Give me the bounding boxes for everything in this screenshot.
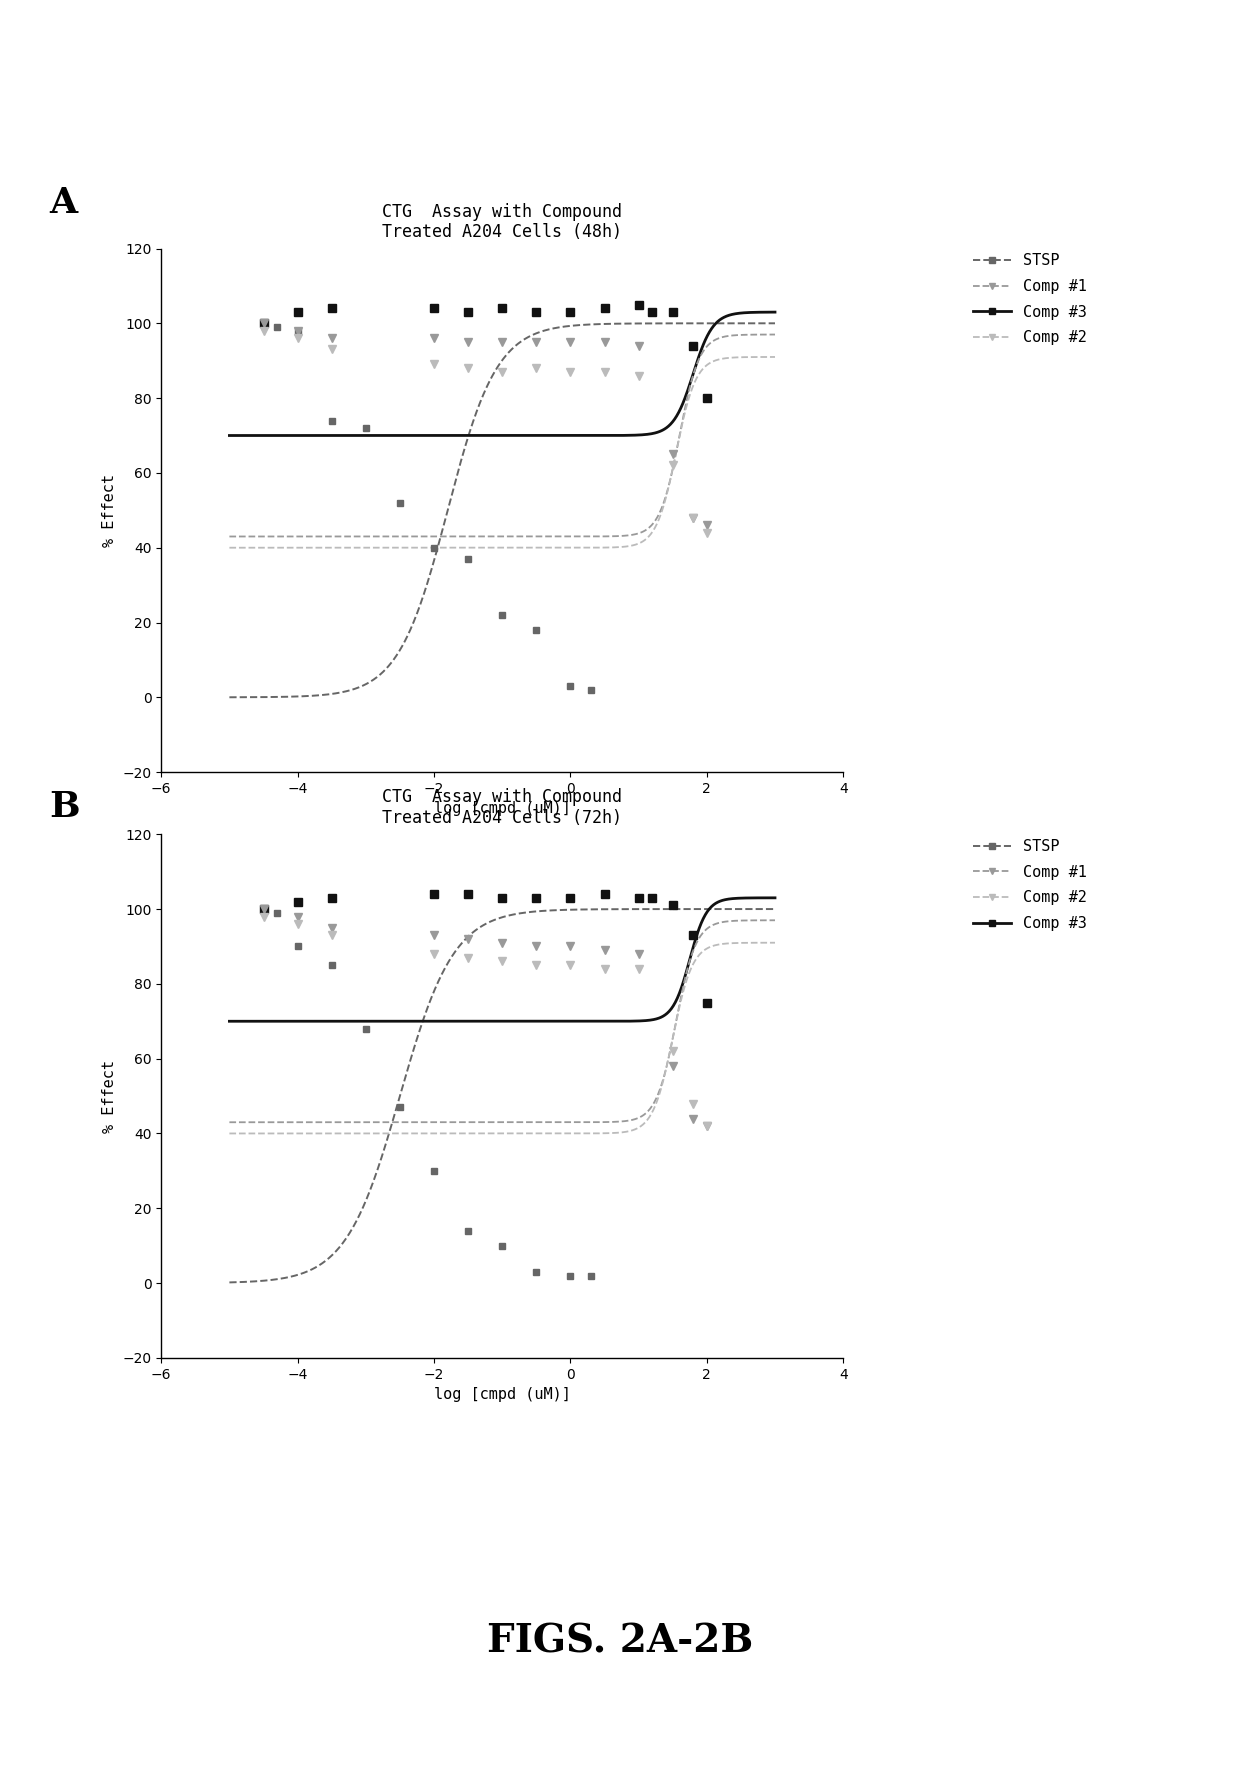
X-axis label: log [cmpd (uM)]: log [cmpd (uM)]	[434, 1386, 570, 1402]
Legend: STSP, Comp #1, Comp #3, Comp #2: STSP, Comp #1, Comp #3, Comp #2	[965, 245, 1095, 353]
Y-axis label: % Effect: % Effect	[102, 474, 117, 547]
Text: A: A	[50, 186, 78, 220]
Title: CTG  Assay with Compound
Treated A204 Cells (72h): CTG Assay with Compound Treated A204 Cel…	[382, 788, 622, 827]
Title: CTG  Assay with Compound
Treated A204 Cells (48h): CTG Assay with Compound Treated A204 Cel…	[382, 202, 622, 241]
Text: B: B	[50, 790, 81, 824]
X-axis label: log [cmpd (uM)]: log [cmpd (uM)]	[434, 801, 570, 816]
Y-axis label: % Effect: % Effect	[102, 1060, 117, 1132]
Text: FIGS. 2A-2B: FIGS. 2A-2B	[487, 1622, 753, 1661]
Legend: STSP, Comp #1, Comp #2, Comp #3: STSP, Comp #1, Comp #2, Comp #3	[965, 831, 1095, 939]
